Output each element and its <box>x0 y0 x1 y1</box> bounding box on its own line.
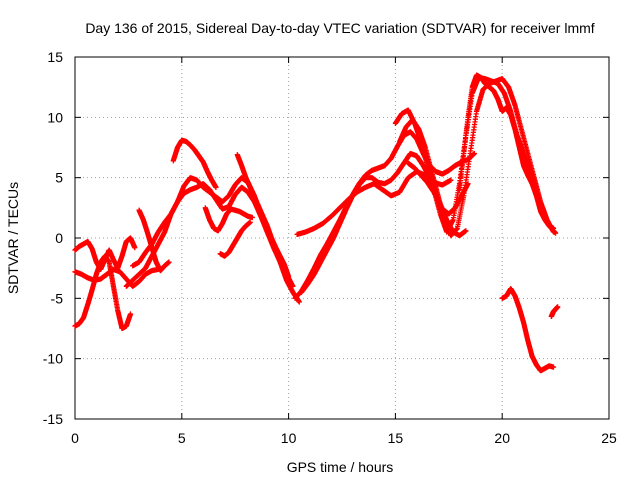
series-track-7 <box>202 205 255 234</box>
x-tick-label: 25 <box>601 430 617 446</box>
y-tick-label: 15 <box>47 49 63 65</box>
series-markers <box>72 235 138 272</box>
y-tick-label: 0 <box>55 230 63 246</box>
y-tick-label: -15 <box>43 411 63 427</box>
series-track-4 <box>130 175 302 305</box>
series-markers <box>397 76 557 239</box>
series-markers <box>170 137 219 190</box>
series-track-17 <box>499 286 557 374</box>
series-markers <box>202 205 255 234</box>
series-track-3 <box>72 235 138 272</box>
series-markers <box>456 72 557 231</box>
series-track-10 <box>217 219 253 259</box>
y-tick-label: 5 <box>55 170 63 186</box>
y-tick-label: 10 <box>47 109 63 125</box>
series-markers <box>136 207 172 274</box>
series-track-16 <box>456 72 557 231</box>
x-tick-label: 15 <box>388 430 404 446</box>
chart-title: Day 136 of 2015, Sidereal Day-to-day VTE… <box>85 20 594 36</box>
y-tick-label: -10 <box>43 351 63 367</box>
x-tick-label: 0 <box>71 430 79 446</box>
series-markers <box>499 286 557 374</box>
series-track-18 <box>548 304 561 319</box>
series-markers <box>72 266 161 289</box>
series-markers <box>130 175 302 305</box>
series-track-8 <box>136 207 172 274</box>
x-axis-label: GPS time / hours <box>287 459 394 475</box>
y-axis-label: SDTVAR / TECUs <box>5 182 21 294</box>
data-points <box>72 72 561 374</box>
series-track-19 <box>405 160 469 239</box>
series-track-1 <box>72 266 161 289</box>
series-markers <box>217 219 253 259</box>
series-track-9 <box>234 152 292 280</box>
series-markers <box>405 160 469 239</box>
x-tick-label: 10 <box>281 430 297 446</box>
x-tick-label: 5 <box>178 430 186 446</box>
series-track-15 <box>397 76 557 239</box>
series-markers <box>548 304 561 319</box>
x-tick-label: 20 <box>494 430 510 446</box>
axis-ticks: 0 5 10 15 20 25 -15 -10 -5 0 5 10 15 <box>43 49 617 446</box>
y-tick-label: -5 <box>51 290 64 306</box>
series-track-6 <box>170 137 219 190</box>
series-markers <box>234 152 292 280</box>
